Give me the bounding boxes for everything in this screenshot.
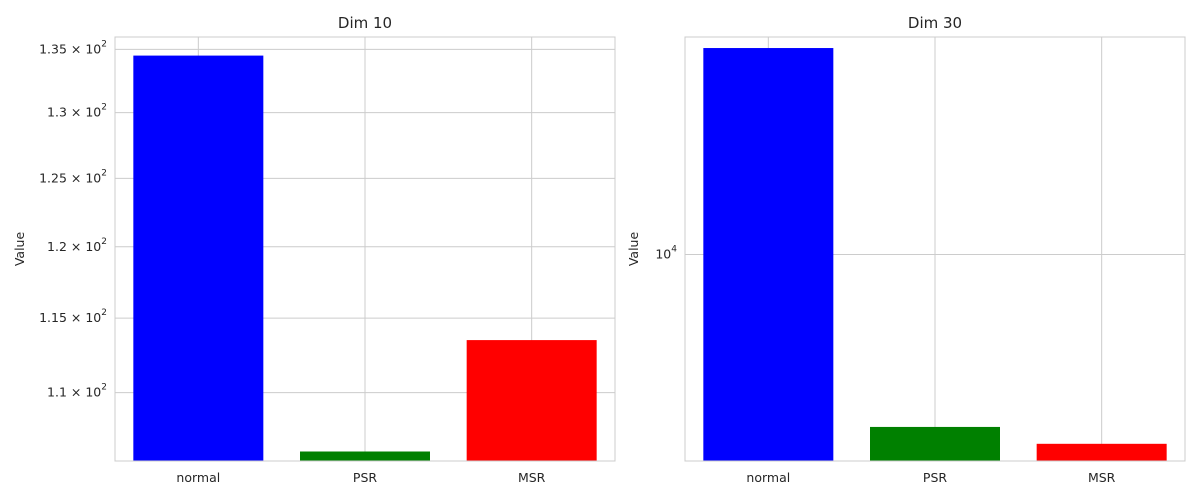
y-axis-label: Value — [626, 232, 641, 267]
bar-normal — [133, 55, 264, 461]
chart-panel-dim-30: normal PSR MSR 104 Dim 30 Value — [626, 14, 1186, 485]
bar-normal — [703, 48, 834, 462]
y-tick-label: 1.1 × 102 — [47, 383, 107, 400]
x-tick-label: MSR — [518, 470, 546, 485]
y-tick-label: 1.15 × 102 — [39, 308, 107, 325]
bar-msr — [1036, 443, 1167, 461]
y-tick-label: 1.2 × 102 — [47, 237, 107, 254]
y-tick-label: 1.35 × 102 — [39, 39, 107, 56]
plot-frame — [114, 36, 616, 462]
x-tick-label: PSR — [353, 470, 377, 485]
chart-panel-dim-10: normal PSR MSR 1.1 × 102 1.15 × 102 1.2 × 102… — [12, 14, 616, 485]
y-tick-label: 1.25 × 102 — [39, 168, 107, 185]
y-axis-label: Value — [12, 232, 27, 267]
x-tick-label: normal — [746, 470, 790, 485]
y-tick-label: 1.3 × 102 — [47, 103, 107, 120]
x-tick-label: MSR — [1088, 470, 1116, 485]
chart-title: Dim 30 — [908, 14, 962, 32]
bar-psr — [870, 426, 1000, 461]
bar-msr — [466, 340, 597, 461]
chart-title: Dim 10 — [338, 14, 392, 32]
y-tick-label: 104 — [655, 245, 677, 262]
x-tick-label: normal — [176, 470, 220, 485]
bar-psr — [300, 451, 430, 461]
plot-frame — [684, 36, 1186, 462]
x-tick-label: PSR — [923, 470, 947, 485]
